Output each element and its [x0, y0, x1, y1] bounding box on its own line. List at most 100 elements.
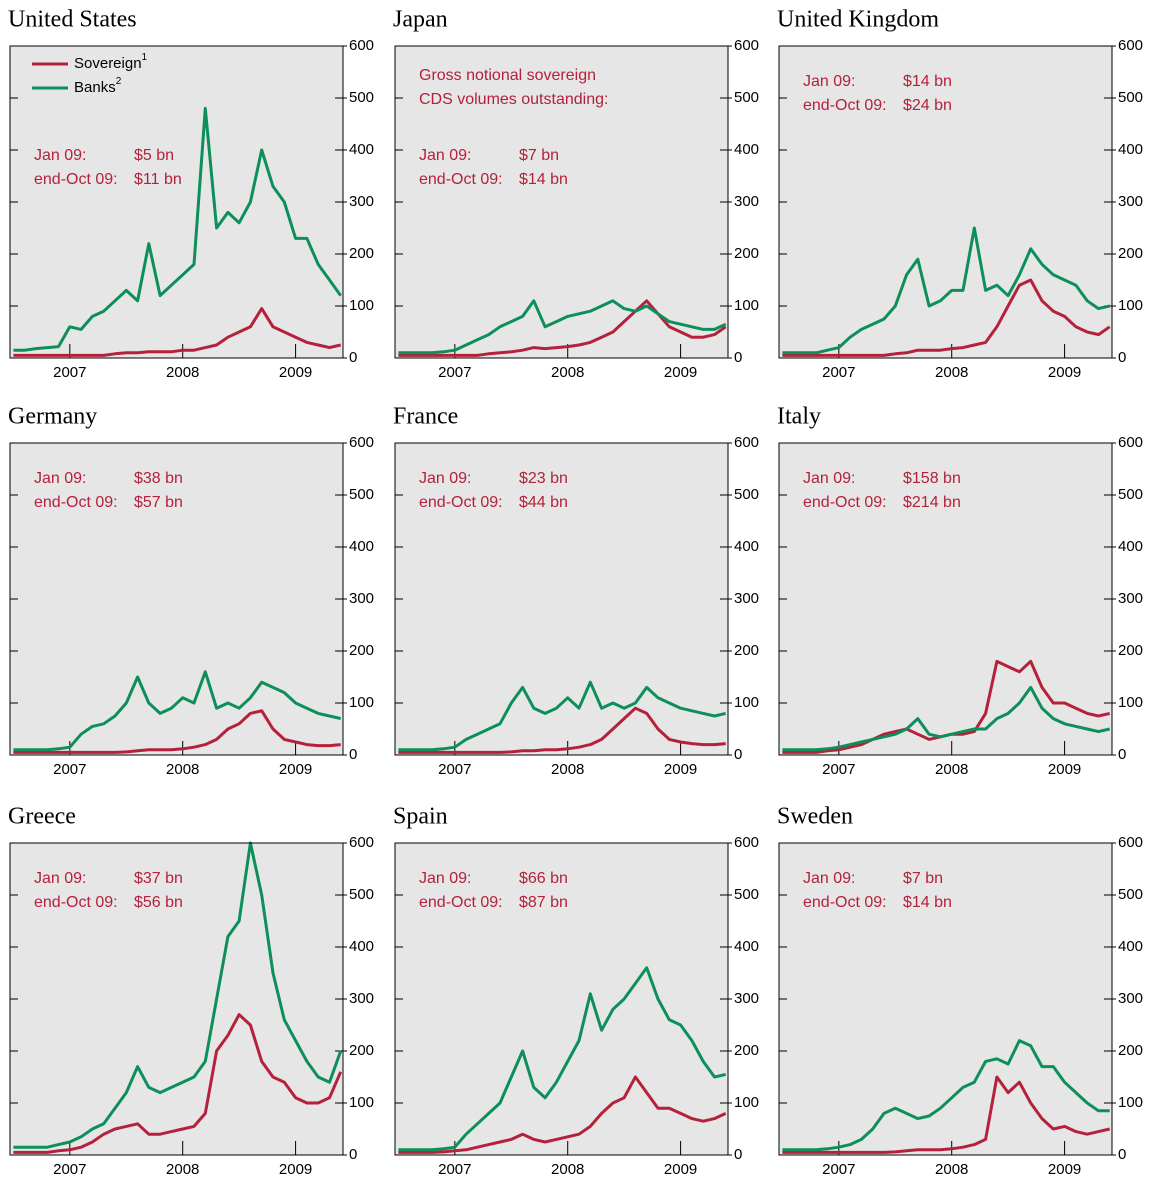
- panel-title: Japan: [393, 7, 448, 33]
- plot-area: [10, 443, 343, 755]
- y-tick-label: 100: [349, 297, 374, 314]
- y-tick-label: 500: [349, 886, 374, 903]
- note-label: end-Oct 09:: [419, 494, 503, 511]
- y-tick-label: 300: [734, 590, 759, 607]
- plot-frame: [778, 45, 1113, 359]
- x-tick-label: 2008: [551, 761, 584, 778]
- y-tick-label: 600: [1118, 834, 1143, 851]
- x-tick-label: 2007: [822, 364, 855, 381]
- y-tick-label: 600: [1118, 37, 1143, 54]
- note-value: $56 bn: [134, 894, 183, 911]
- y-tick-label: 200: [1118, 642, 1143, 659]
- note-label: end-Oct 09:: [419, 171, 503, 188]
- y-tick-label: 500: [1118, 486, 1143, 503]
- y-tick-label: 100: [734, 1094, 759, 1111]
- note-value: $214 bn: [903, 494, 961, 511]
- x-tick-label: 2008: [551, 364, 584, 381]
- y-tick-label: 200: [734, 1042, 759, 1059]
- note-value: $44 bn: [519, 494, 568, 511]
- note-value: $66 bn: [519, 870, 568, 887]
- x-tick-label: 2009: [1048, 1161, 1081, 1178]
- note-value: $11 bn: [134, 171, 182, 188]
- y-tick-label: 400: [1118, 538, 1143, 555]
- y-tick-label: 400: [349, 141, 374, 158]
- y-tick-label: 500: [349, 486, 374, 503]
- y-tick-label: 300: [349, 590, 374, 607]
- note-label: end-Oct 09:: [803, 894, 887, 911]
- plot-frame: [778, 442, 1113, 756]
- series-line: [398, 299, 727, 355]
- x-tick-label: 2007: [822, 761, 855, 778]
- plot-area: [395, 843, 728, 1155]
- series-line: [398, 680, 727, 752]
- note-value: $87 bn: [519, 894, 568, 911]
- y-tick-label: 0: [1118, 1146, 1126, 1163]
- y-tick-label: 500: [734, 886, 759, 903]
- series-line: [782, 226, 1111, 355]
- series-line: [782, 685, 1111, 752]
- plot-area: [779, 843, 1112, 1155]
- y-tick-label: 400: [1118, 141, 1143, 158]
- plot-area: [779, 46, 1112, 358]
- x-tick-label: 2009: [1048, 364, 1081, 381]
- note-value: $158 bn: [903, 470, 961, 487]
- note-label: end-Oct 09:: [34, 894, 118, 911]
- panel-title: United States: [8, 7, 137, 33]
- y-tick-label: 200: [349, 642, 374, 659]
- y-tick-label: 100: [349, 1094, 374, 1111]
- note-label: Jan 09:: [419, 470, 471, 487]
- y-tick-label: 200: [734, 245, 759, 262]
- y-tick-label: 0: [349, 1146, 357, 1163]
- note-label: Jan 09:: [803, 870, 855, 887]
- x-tick-label: 2008: [166, 1161, 199, 1178]
- x-tick-label: 2009: [664, 1161, 697, 1178]
- note-value: $7 bn: [519, 147, 559, 164]
- note-label: end-Oct 09:: [803, 494, 887, 511]
- y-tick-label: 300: [349, 990, 374, 1007]
- x-tick-label: 2008: [935, 761, 968, 778]
- y-tick-label: 300: [734, 990, 759, 1007]
- legend-label: Sovereign1: [74, 52, 148, 72]
- y-tick-label: 0: [734, 1146, 742, 1163]
- plot-area: [10, 46, 343, 358]
- x-tick-label: 2008: [935, 364, 968, 381]
- y-tick-label: 100: [734, 297, 759, 314]
- panel-title: France: [393, 404, 458, 430]
- y-tick-label: 500: [349, 89, 374, 106]
- plot-area: [779, 443, 1112, 755]
- legend-label: Banks2: [74, 76, 122, 96]
- y-tick-label: 200: [734, 642, 759, 659]
- y-tick-label: 400: [734, 938, 759, 955]
- y-tick-label: 300: [1118, 990, 1143, 1007]
- x-tick-label: 2008: [551, 1161, 584, 1178]
- y-tick-label: 0: [349, 349, 357, 366]
- series-line: [13, 670, 342, 752]
- plot-frame: [394, 45, 729, 359]
- panel-title: United Kingdom: [777, 7, 939, 33]
- y-tick-label: 600: [734, 834, 759, 851]
- x-tick-label: 2009: [664, 761, 697, 778]
- y-tick-label: 0: [734, 746, 742, 763]
- x-tick-label: 2008: [166, 761, 199, 778]
- y-tick-label: 200: [1118, 245, 1143, 262]
- note-value: $14 bn: [903, 73, 952, 90]
- series-line: [13, 709, 341, 754]
- x-tick-label: 2009: [279, 761, 312, 778]
- x-tick-label: 2007: [53, 1161, 86, 1178]
- note-label: Jan 09:: [34, 147, 86, 164]
- plot-frame: [394, 442, 729, 756]
- x-tick-label: 2007: [53, 761, 86, 778]
- plot-area: [395, 46, 728, 358]
- y-tick-label: 100: [1118, 297, 1143, 314]
- y-tick-label: 0: [734, 349, 742, 366]
- note-value: $37 bn: [134, 870, 183, 887]
- x-tick-label: 2009: [664, 364, 697, 381]
- y-tick-label: 0: [349, 746, 357, 763]
- y-tick-label: 200: [349, 245, 374, 262]
- y-tick-label: 500: [734, 486, 759, 503]
- x-tick-label: 2007: [53, 364, 86, 381]
- y-tick-label: 600: [734, 37, 759, 54]
- y-tick-label: 500: [1118, 89, 1143, 106]
- y-tick-label: 300: [734, 193, 759, 210]
